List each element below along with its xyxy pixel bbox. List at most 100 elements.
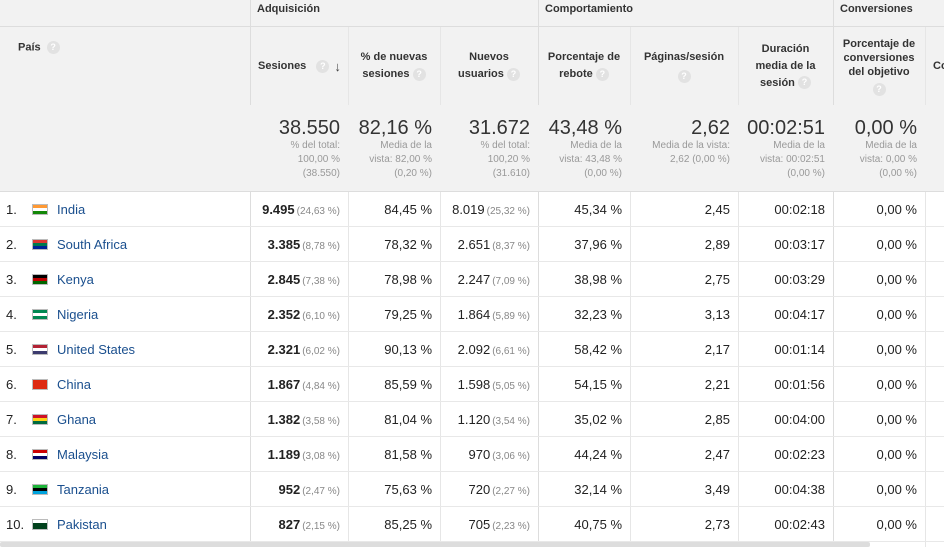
flag-icon (32, 414, 48, 425)
new-users-value: 1.864 (457, 307, 491, 322)
country-link[interactable]: Tanzania (57, 482, 110, 497)
country-link[interactable]: India (57, 202, 86, 217)
country-link[interactable]: Nigeria (57, 307, 99, 322)
row-rank: 7. (6, 412, 17, 427)
flag-icon (32, 309, 48, 320)
new-users-value: 2.247 (457, 272, 491, 287)
column-header-partial[interactable]: Co (925, 27, 944, 105)
total-caption: Media de la (773, 140, 825, 151)
sessions-share: (6,10 %) (302, 311, 340, 322)
sessions-share: (4,84 %) (302, 381, 340, 392)
column-header-pages-session[interactable]: Páginas/sesión ? (630, 27, 738, 105)
group-label-conversions: Conversiones (840, 3, 913, 15)
country-link[interactable]: Malaysia (57, 447, 109, 462)
country-link[interactable]: South Africa (57, 237, 128, 252)
cell-pct-new: 90,13 % (384, 342, 432, 357)
sort-desc-icon[interactable]: ↓ (334, 58, 341, 74)
cell-pages: 2,75 (704, 272, 730, 287)
row-rank: 6. (6, 377, 17, 392)
help-icon[interactable]: ? (412, 67, 426, 81)
column-header-pct-new-sessions[interactable]: % de nuevas sesiones ? (348, 27, 440, 105)
cell-sessions: 1.382 (3,58 %) (250, 402, 348, 437)
country-link[interactable]: Pakistan (57, 517, 107, 532)
cell-bounce: 32,23 % (574, 307, 622, 322)
new-users-share: (6,61 %) (492, 346, 530, 357)
table-row: 8. Malaysia 1.189 (3,08 %) 970 (3,06 %) 81,58 … (0, 437, 944, 472)
new-users-value: 2.092 (457, 342, 491, 357)
total-caption: (38.550) (302, 168, 340, 179)
column-header-sessions[interactable]: Sesiones ? ↓ (250, 27, 348, 105)
new-users-value: 705 (468, 517, 491, 532)
cell-pages: 2,45 (704, 202, 730, 217)
column-header-goal-conversion-rate[interactable]: Porcentaje de conversiones del objetivo … (833, 27, 925, 105)
sessions-share: (24,63 %) (296, 206, 340, 217)
help-icon[interactable]: ? (46, 41, 60, 54)
total-caption: 100,00 % (297, 154, 340, 165)
row-rank: 8. (6, 447, 17, 462)
sessions-share: (2,47 %) (302, 486, 340, 497)
column-header-avg-duration[interactable]: Duración media de la sesión ? (738, 27, 833, 105)
totals-row (0, 105, 944, 192)
country-link[interactable]: United States (57, 342, 136, 357)
total-caption: vista: 43,48 % (559, 154, 622, 165)
cell-pages: 2,89 (704, 237, 730, 252)
total-pct-new-value: 82,16 % (358, 117, 432, 139)
cell-new-users: 2.092 (6,61 %) (440, 332, 538, 367)
new-users-value: 8.019 (452, 202, 485, 217)
country-link[interactable]: Kenya (57, 272, 94, 287)
cell-pct-new: 78,98 % (384, 272, 432, 287)
group-header-conversions: Conversiones (833, 0, 944, 27)
cell-pct-new: 78,32 % (384, 237, 432, 252)
cell-new-users: 1.598 (5,05 %) (440, 367, 538, 402)
column-label-pct-new-sessions: % de nuevas sesiones (360, 51, 428, 80)
cell-conversions: 0,00 % (876, 412, 917, 427)
divider (348, 27, 349, 547)
table-row: 1. India 9.495 (24,63 %) 8.019 (25,32 %) 84,45… (0, 192, 944, 227)
sessions-value: 827 (278, 517, 301, 532)
help-icon[interactable]: ? (316, 59, 330, 73)
help-icon[interactable]: ? (797, 76, 811, 90)
column-header-bounce-rate[interactable]: Porcentaje de rebote ? (538, 27, 630, 105)
help-icon[interactable]: ? (677, 70, 691, 83)
cell-pages: 2,73 (704, 517, 730, 532)
sessions-share: (3,58 %) (302, 416, 340, 427)
flag-icon (32, 519, 48, 530)
column-label-goal-conversion-rate: Porcentaje de conversiones del objetivo (842, 37, 916, 78)
horizontal-scrollbar[interactable] (0, 542, 870, 547)
total-caption: (0,00 %) (787, 168, 825, 179)
row-rank: 2. (6, 237, 17, 252)
cell-new-users: 8.019 (25,32 %) (440, 192, 538, 227)
help-icon[interactable]: ? (595, 67, 609, 81)
total-caption: 100,20 % (487, 154, 530, 165)
cell-sessions: 2.321 (6,02 %) (250, 332, 348, 367)
cell-sessions: 1.867 (4,84 %) (250, 367, 348, 402)
cell-bounce: 38,98 % (574, 272, 622, 287)
group-header-empty (0, 0, 250, 27)
column-header-country[interactable]: País? (18, 41, 60, 54)
divider (833, 0, 834, 547)
total-sessions-value: 38.550 (278, 117, 340, 139)
cell-conversions: 0,00 % (876, 377, 917, 392)
total-caption: % del total: (290, 140, 340, 151)
help-icon[interactable]: ? (506, 67, 520, 81)
table-row: 10. Pakistan 827 (2,15 %) 705 (2,23 %) 85,25 %… (0, 507, 944, 542)
country-link[interactable]: Ghana (57, 412, 97, 427)
divider (630, 27, 631, 547)
column-label-country: País (18, 41, 41, 54)
column-label-pages-session: Páginas/sesión (643, 51, 725, 63)
country-link[interactable]: China (57, 377, 91, 392)
cell-sessions: 3.385 (8,78 %) (250, 227, 348, 262)
cell-bounce: 35,02 % (574, 412, 622, 427)
total-caption: (0,00 %) (584, 168, 622, 179)
column-header-new-users[interactable]: Nuevos usuarios ? (440, 27, 538, 105)
cell-pages: 2,85 (704, 412, 730, 427)
help-icon[interactable]: ? (872, 82, 886, 96)
cell-duration: 00:03:17 (774, 237, 825, 252)
column-label-bounce-rate: Porcentaje de rebote (547, 51, 621, 80)
cell-new-users: 1.120 (3,54 %) (440, 402, 538, 437)
sessions-share: (3,08 %) (302, 451, 340, 462)
new-users-share: (25,32 %) (486, 206, 530, 217)
cell-duration: 00:02:18 (774, 202, 825, 217)
total-caption: Media de la vista: (652, 140, 730, 151)
